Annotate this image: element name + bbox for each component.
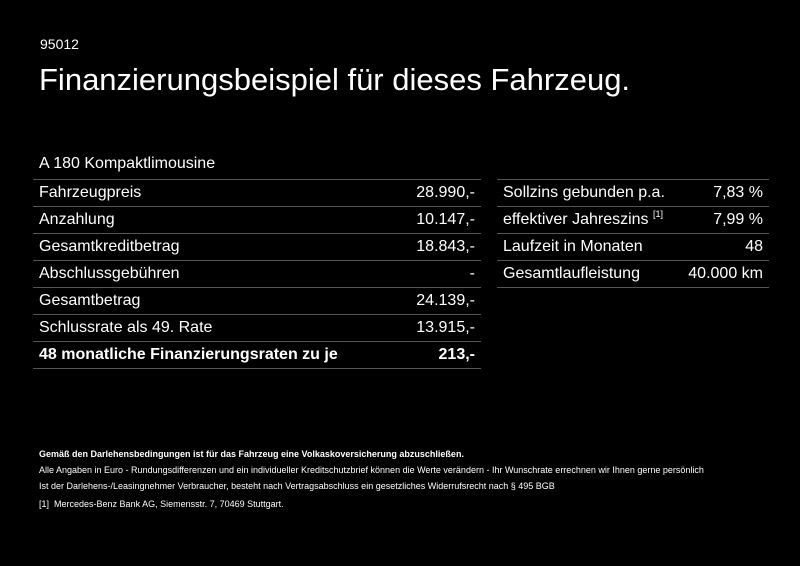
vehicle-code: 95012 xyxy=(40,36,79,52)
row-value: 7,83 % xyxy=(678,179,769,207)
row-label: Abschlussgebühren xyxy=(33,260,398,288)
row-label: Fahrzeugpreis xyxy=(33,179,398,207)
row-label: effektiver Jahreszins [1] xyxy=(497,206,679,234)
table-row: Gesamtkreditbetrag 18.843,- xyxy=(33,233,481,261)
page-title: Finanzierungsbeispiel für dieses Fahrzeu… xyxy=(39,62,631,97)
table-row: Laufzeit in Monaten 48 xyxy=(497,233,769,261)
insurance-note: Gemäß den Darlehensbedingungen ist für d… xyxy=(39,449,464,459)
table-row: Fahrzeugpreis 28.990,- xyxy=(33,179,481,207)
table-row: 48 monatliche Finanzierungsraten zu je 21… xyxy=(33,341,481,369)
table-row: Sollzins gebunden p.a. 7,83 % xyxy=(497,179,769,207)
row-label: 48 monatliche Finanzierungsraten zu je xyxy=(33,341,398,369)
revocation-note: Ist der Darlehens-/Leasingnehmer Verbrau… xyxy=(39,481,555,491)
row-label: Gesamtkreditbetrag xyxy=(33,233,398,261)
row-label: Laufzeit in Monaten xyxy=(497,233,679,261)
interest-table: Sollzins gebunden p.a. 7,83 % effektiver J… xyxy=(497,179,769,288)
table-row: Anzahlung 10.147,- xyxy=(33,206,481,234)
row-value: 28.990,- xyxy=(397,179,481,207)
label-text: Anzahlung xyxy=(39,211,115,228)
label-text: Gesamtbetrag xyxy=(39,292,141,309)
footnote-text: Mercedes-Benz Bank AG, Siemensstr. 7, 70… xyxy=(54,499,284,509)
table-row: Abschlussgebühren - xyxy=(33,260,481,288)
row-value: 213,- xyxy=(397,341,481,369)
row-label: Gesamtlaufleistung xyxy=(497,260,679,288)
legal-notes: Gemäß den Darlehensbedingungen ist für d… xyxy=(39,446,704,512)
footnote-ref: [1] xyxy=(653,209,664,219)
footnote-mark: [1] xyxy=(39,499,50,509)
label-text: Schlussrate als 49. Rate xyxy=(39,319,213,336)
row-value: - xyxy=(397,260,481,288)
row-value: 10.147,- xyxy=(397,206,481,234)
row-value: 13.915,- xyxy=(397,314,481,342)
label-text: Abschlussgebühren xyxy=(39,265,180,282)
row-value: 40.000 km xyxy=(678,260,769,288)
euro-note: Alle Angaben in Euro - Rundungsdifferenz… xyxy=(39,465,704,475)
table-row: Gesamtbetrag 24.139,- xyxy=(33,287,481,315)
label-text: Fahrzeugpreis xyxy=(39,184,142,201)
label-text: effektiver Jahreszins xyxy=(503,211,649,228)
label-text: Gesamtkreditbetrag xyxy=(39,238,180,255)
row-label: Schlussrate als 49. Rate xyxy=(33,314,398,342)
row-label: Sollzins gebunden p.a. xyxy=(497,179,679,207)
row-value: 7,99 % xyxy=(678,206,769,234)
financing-table: Fahrzeugpreis 28.990,- Anzahlung 10.147,- Ge… xyxy=(33,179,481,369)
label-text: 48 monatliche Finanzierungsraten zu je xyxy=(39,346,338,363)
row-label: Anzahlung xyxy=(33,206,398,234)
label-text: Sollzins gebunden p.a. xyxy=(503,184,665,201)
table-row: effektiver Jahreszins [1] 7,99 % xyxy=(497,206,769,234)
table-row: Schlussrate als 49. Rate 13.915,- xyxy=(33,314,481,342)
row-label: Gesamtbetrag xyxy=(33,287,398,315)
row-value: 48 xyxy=(678,233,769,261)
footnote: [1] Mercedes-Benz Bank AG, Siemensstr. 7… xyxy=(39,496,704,512)
table-row: Gesamtlaufleistung 40.000 km xyxy=(497,260,769,288)
model-name: A 180 Kompaktlimousine xyxy=(39,155,216,172)
row-value: 24.139,- xyxy=(397,287,481,315)
row-value: 18.843,- xyxy=(397,233,481,261)
label-text: Laufzeit in Monaten xyxy=(503,238,643,255)
label-text: Gesamtlaufleistung xyxy=(503,265,640,282)
